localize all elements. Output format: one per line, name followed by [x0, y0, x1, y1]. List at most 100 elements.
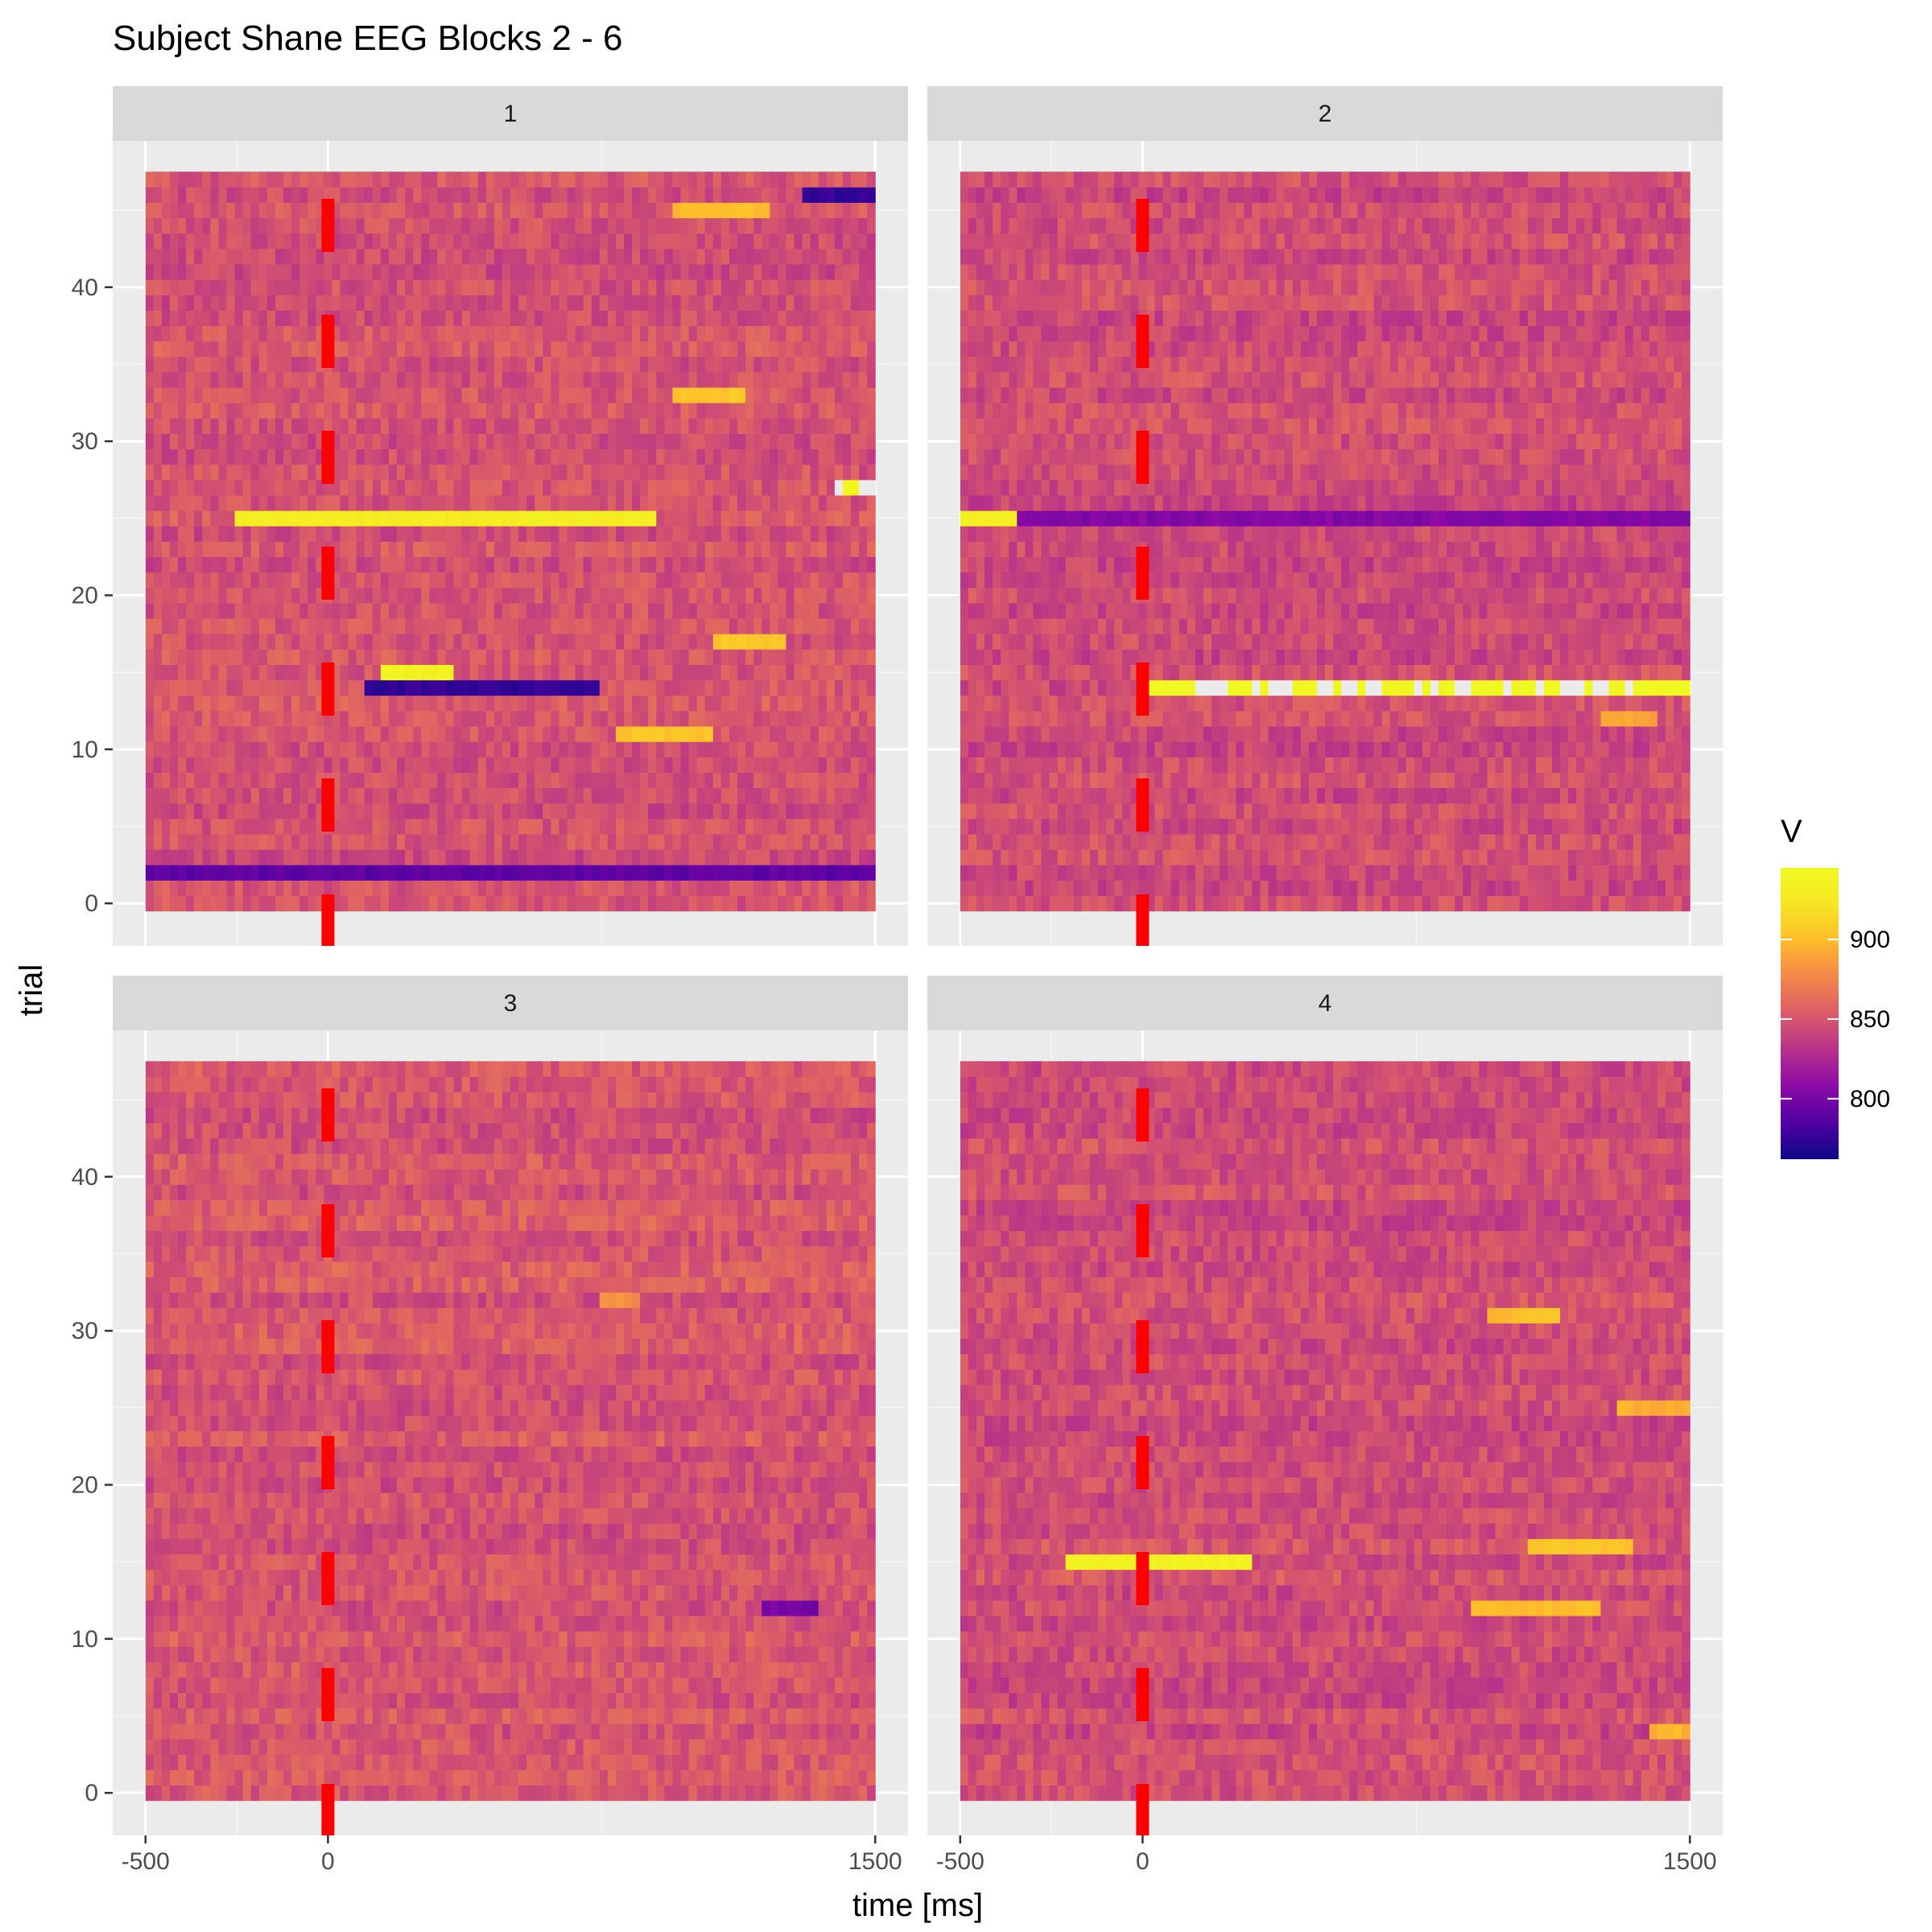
- heatmap-cell: [210, 202, 220, 219]
- heatmap-cell: [437, 202, 447, 219]
- heatmap-cell: [518, 310, 527, 327]
- heatmap-cell: [729, 479, 738, 496]
- heatmap-cell: [178, 895, 187, 912]
- heatmap-cell: [656, 387, 665, 403]
- heatmap-cell: [356, 818, 365, 835]
- heatmap-cell: [867, 834, 876, 850]
- heatmap-cell: [226, 217, 236, 234]
- heatmap-cell: [170, 818, 179, 835]
- heatmap-cell: [372, 679, 382, 696]
- heatmap-cell: [283, 295, 292, 311]
- heatmap-cell: [1576, 818, 1585, 835]
- heatmap-cell: [242, 880, 252, 897]
- heatmap-cell: [993, 895, 1001, 912]
- heatmap-cell: [153, 187, 163, 203]
- heatmap-cell: [397, 634, 406, 650]
- heatmap-cell: [826, 772, 836, 789]
- heatmap-cell: [202, 679, 211, 696]
- heatmap-cell: [202, 556, 211, 573]
- heatmap-cell: [145, 279, 155, 295]
- heatmap-cell: [826, 757, 836, 773]
- heatmap-cell: [170, 187, 179, 203]
- heatmap-cell: [968, 818, 977, 835]
- heatmap-cell: [535, 448, 543, 465]
- heatmap-cell: [469, 217, 479, 234]
- heatmap-cell: [316, 757, 324, 773]
- heatmap-cell: [461, 264, 471, 280]
- heatmap-cell: [275, 634, 284, 650]
- heatmap-cell: [226, 572, 236, 588]
- heatmap-cell: [632, 310, 641, 327]
- heatmap-cell: [340, 726, 349, 742]
- heatmap-cell: [656, 433, 665, 450]
- heatmap-cell: [778, 171, 787, 188]
- heatmap-cell: [388, 264, 398, 280]
- heatmap-cell: [591, 603, 601, 619]
- heatmap-cell: [680, 711, 690, 727]
- heatmap-cell: [794, 741, 803, 758]
- heatmap-cell: [469, 711, 479, 727]
- heatmap-cell: [1381, 895, 1391, 912]
- heatmap-cell: [153, 618, 163, 634]
- heatmap-cell: [712, 757, 722, 773]
- heatmap-cell: [202, 448, 211, 465]
- heatmap-cell: [607, 865, 617, 881]
- heatmap-cell: [1624, 803, 1634, 819]
- heatmap-cell: [672, 341, 682, 357]
- heatmap-cell: [551, 341, 560, 357]
- heatmap-cell: [453, 526, 463, 542]
- heatmap-cell: [591, 233, 601, 250]
- heatmap-cell: [599, 279, 609, 295]
- heatmap-cell: [1600, 834, 1610, 850]
- heatmap-cell: [762, 726, 770, 742]
- heatmap-cell: [266, 341, 276, 357]
- heatmap-cell: [834, 325, 844, 342]
- heatmap-cell: [1535, 880, 1545, 897]
- heatmap-cell: [1471, 834, 1480, 850]
- heatmap-cell: [802, 356, 811, 373]
- heatmap-cell: [194, 865, 203, 881]
- heatmap-cell: [770, 741, 778, 758]
- heatmap-cell: [664, 834, 674, 850]
- heatmap-cell: [283, 448, 292, 465]
- heatmap-cell: [275, 803, 284, 819]
- heatmap-cell: [421, 310, 430, 327]
- heatmap-cell: [437, 325, 447, 342]
- heatmap-cell: [712, 325, 722, 342]
- heatmap-cell: [1146, 834, 1156, 850]
- heatmap-cell: [526, 233, 535, 250]
- heatmap-cell: [348, 264, 357, 280]
- heatmap-cell: [851, 787, 860, 804]
- heatmap-cell: [778, 618, 787, 634]
- heatmap-cell: [770, 510, 778, 526]
- heatmap-cell: [818, 772, 828, 789]
- heatmap-cell: [477, 202, 487, 219]
- heatmap-cell: [656, 772, 665, 789]
- heatmap-cell: [842, 402, 852, 419]
- heatmap-cell: [656, 526, 665, 542]
- heatmap-cell: [218, 464, 228, 481]
- heatmap-cell: [834, 433, 844, 450]
- heatmap-cell: [291, 433, 300, 450]
- heatmap-cell: [283, 356, 292, 373]
- heatmap-cell: [778, 464, 787, 481]
- heatmap-cell: [461, 695, 471, 712]
- heatmap-cell: [834, 264, 844, 280]
- heatmap-cell: [826, 695, 836, 712]
- heatmap-cell: [567, 356, 576, 373]
- heatmap-cell: [624, 634, 633, 650]
- heatmap-cell: [632, 479, 641, 496]
- heatmap-cell: [648, 202, 657, 219]
- heatmap-cell: [308, 387, 316, 403]
- heatmap-cell: [1187, 865, 1196, 881]
- heatmap-cell: [1666, 880, 1674, 897]
- heatmap-cell: [770, 880, 778, 897]
- heatmap-cell: [356, 679, 365, 696]
- heatmap-cell: [178, 187, 187, 203]
- heatmap-cell: [632, 726, 641, 742]
- heatmap-cell: [202, 603, 211, 619]
- heatmap-cell: [664, 541, 674, 558]
- heatmap-cell: [1017, 818, 1026, 835]
- heatmap-cell: [364, 787, 374, 804]
- heatmap-cell: [1333, 895, 1342, 912]
